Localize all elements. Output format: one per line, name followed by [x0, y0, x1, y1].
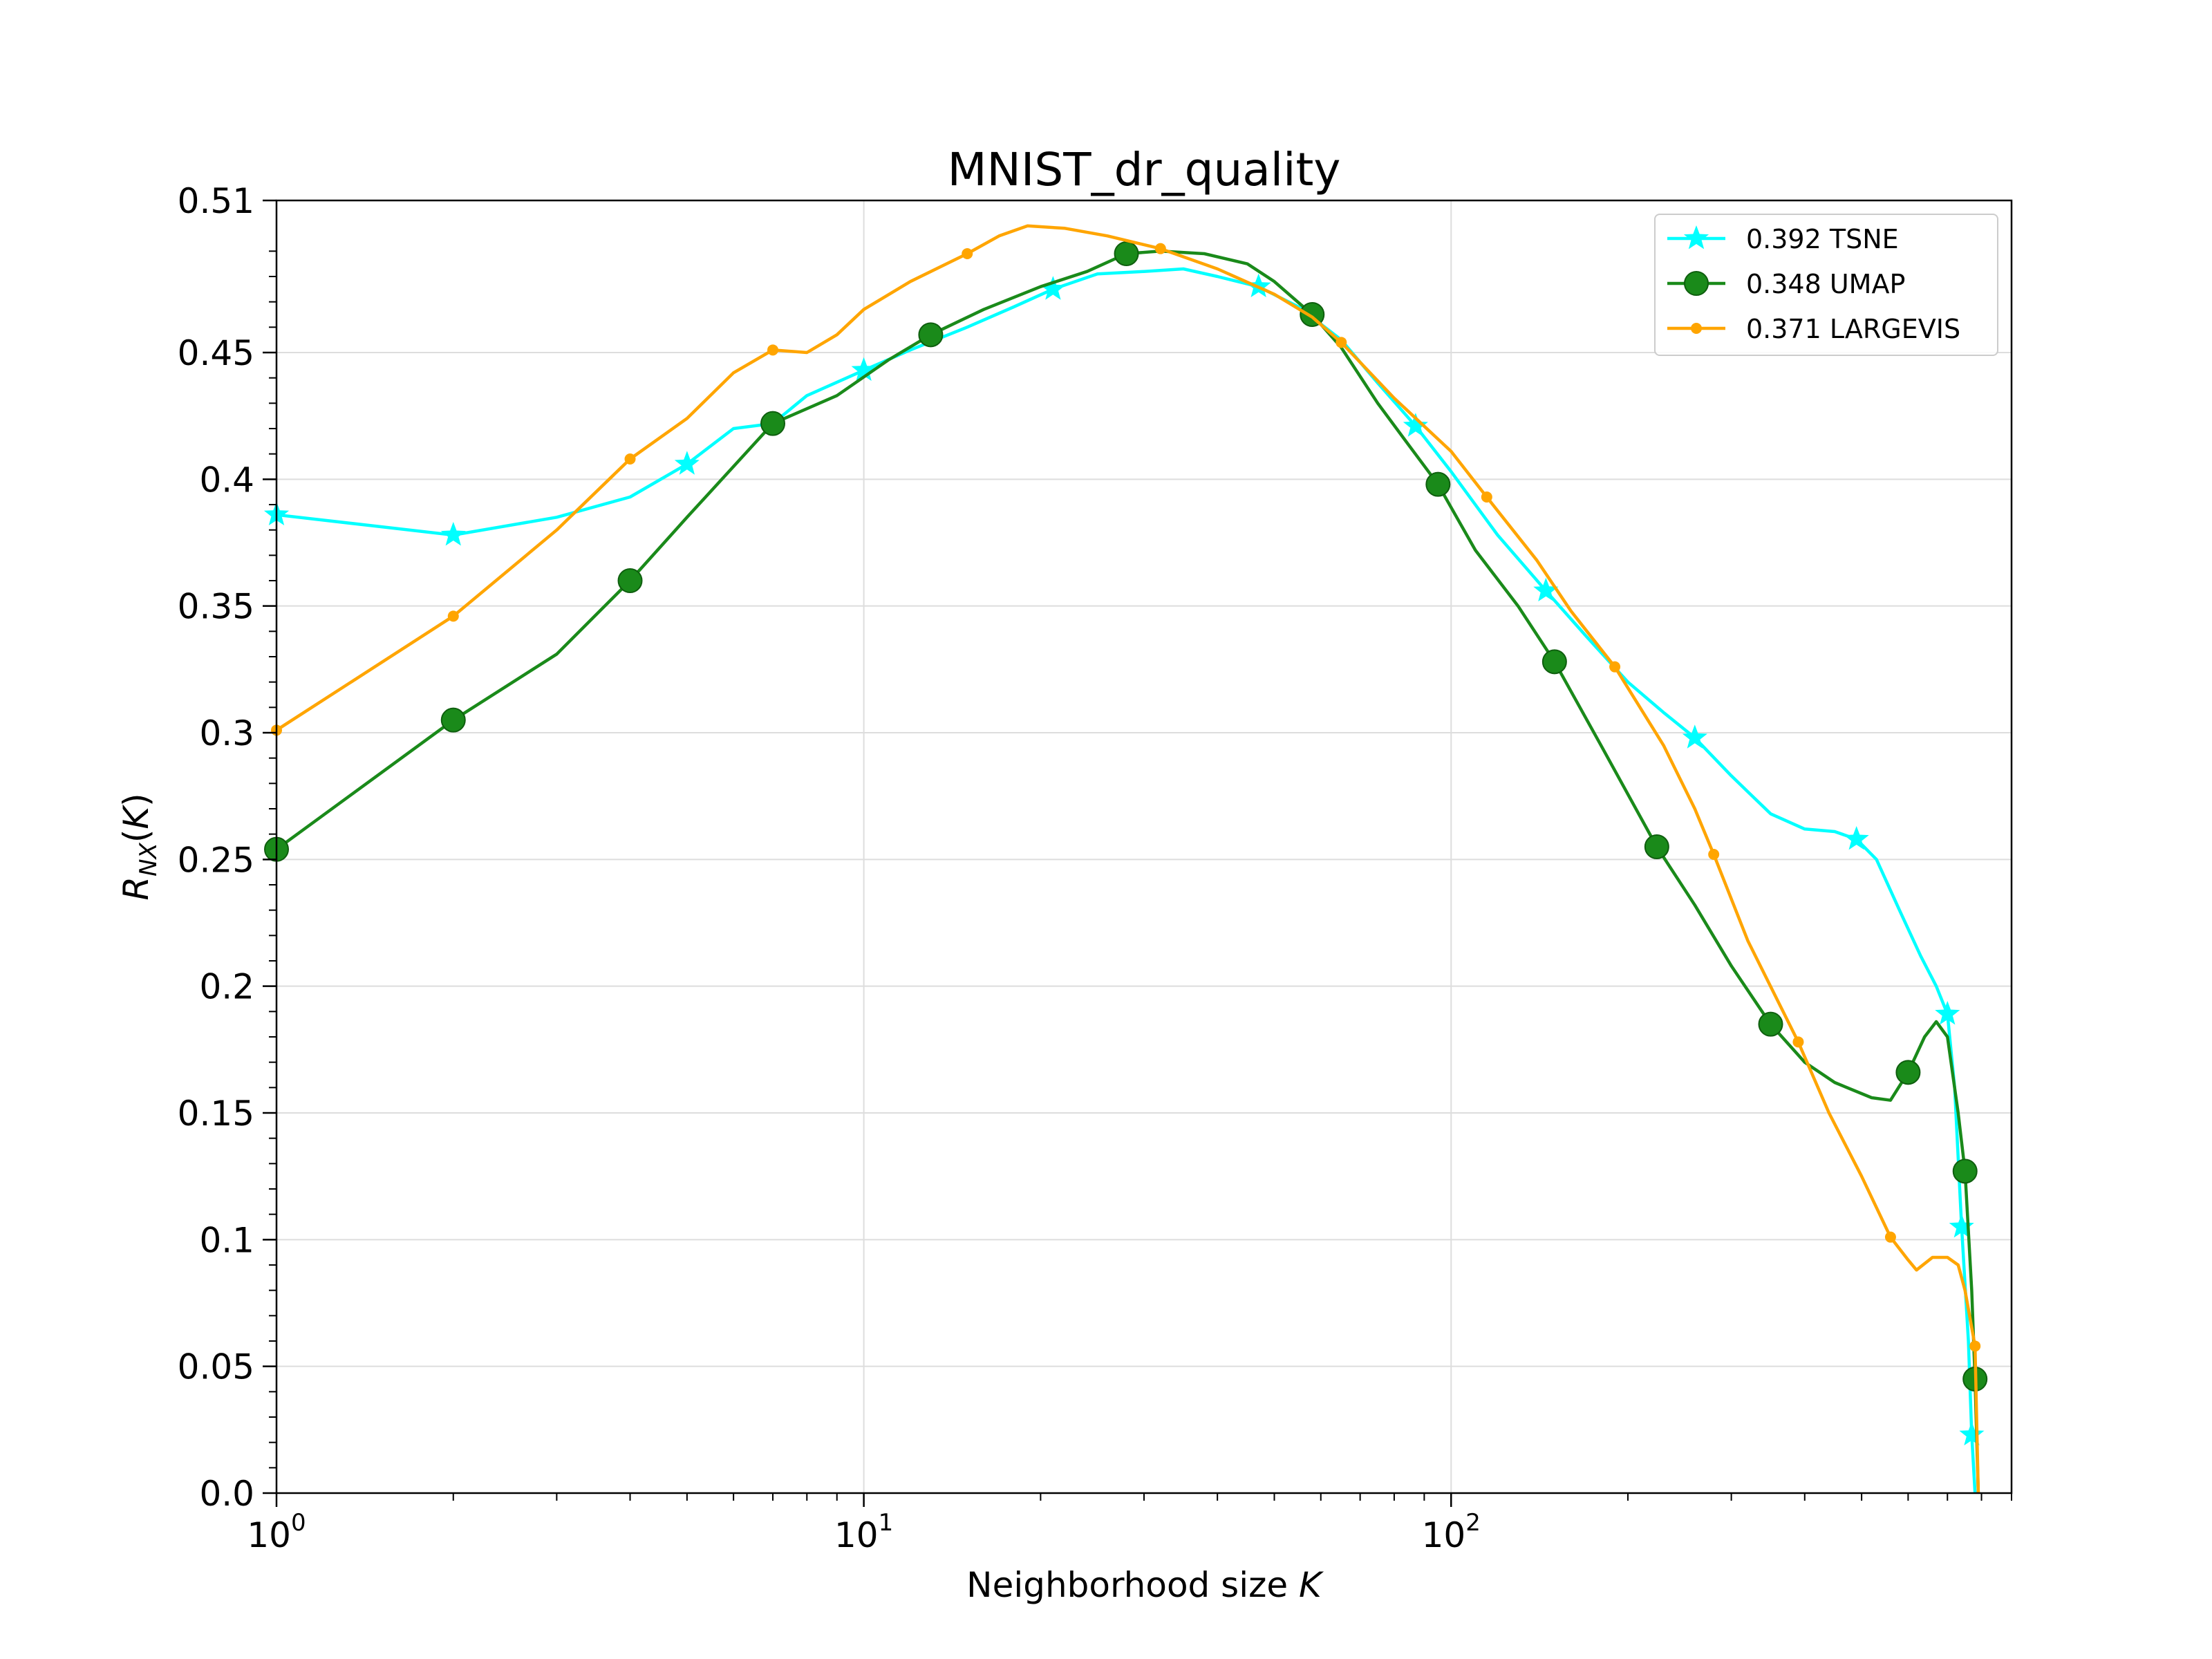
series-point	[1969, 1340, 1981, 1352]
series-2	[271, 224, 1981, 1494]
x-axis-label: Neighborhood size K	[966, 1565, 1324, 1605]
x-tick-label-exponent: 1	[879, 1509, 894, 1537]
y-axis-label: RNX(K)	[116, 793, 162, 900]
series-point	[440, 707, 466, 733]
series-point	[1959, 1421, 1985, 1445]
series-point	[1895, 1060, 1921, 1085]
x-tick-label: 101	[834, 1509, 893, 1555]
series-point	[1114, 241, 1139, 266]
legend-entry-2: 0.371 LARGEVIS	[1667, 314, 1960, 344]
y-tick-label: 0.3	[199, 713, 254, 753]
legend-marker	[1691, 323, 1702, 334]
series-point	[767, 344, 779, 356]
x-tick-label-base: 10	[247, 1515, 291, 1555]
legend-label: 0.392 TSNE	[1746, 224, 1899, 254]
series-point	[918, 322, 944, 348]
legend-label: 0.371 LARGEVIS	[1746, 314, 1960, 344]
series-point	[1335, 337, 1347, 348]
series-point	[1154, 243, 1166, 254]
series-point	[1246, 273, 1271, 297]
legend-label: 0.348 UMAP	[1746, 269, 1905, 299]
series-point	[624, 453, 636, 465]
series-point	[1935, 1001, 1960, 1025]
y-axis-label-paren: (	[116, 830, 156, 843]
series-point	[674, 451, 700, 475]
series-point	[1481, 491, 1492, 503]
legend-marker	[1683, 225, 1709, 250]
series-line	[276, 267, 1977, 1494]
y-axis-label-sub: NX	[135, 842, 162, 876]
series-point	[447, 610, 459, 622]
series-point	[1792, 1036, 1804, 1048]
series-1	[264, 241, 1988, 1494]
y-axis-label-paren-close: )	[116, 793, 156, 807]
y-tick-label: 0.2	[199, 967, 254, 1007]
y-tick-label: 0.51	[178, 181, 254, 221]
y-axis-label-k: K	[116, 804, 156, 830]
x-axis-label-variable: K	[1299, 1565, 1324, 1605]
y-tick-label: 0.35	[178, 587, 254, 627]
series-point	[1884, 1231, 1896, 1243]
x-tick-label-exponent: 0	[291, 1509, 306, 1537]
y-tick-label: 0.4	[199, 460, 254, 500]
series-point	[1682, 724, 1707, 749]
series-point	[1040, 276, 1066, 300]
y-tick-label: 0.45	[178, 333, 254, 373]
y-tick-label: 0.15	[178, 1094, 254, 1134]
chart-title: MNIST_dr_quality	[948, 143, 1341, 196]
legend-box	[1654, 214, 1998, 356]
x-tick-label-base: 10	[1422, 1515, 1466, 1555]
legend-entry-0: 0.392 TSNE	[1667, 224, 1899, 254]
series-point	[1609, 661, 1621, 673]
series-point	[1708, 849, 1720, 860]
series-point	[617, 568, 643, 593]
series-point	[1844, 826, 1869, 850]
series-point	[1952, 1159, 1978, 1184]
series-point	[1949, 1214, 1974, 1238]
series-point	[1533, 577, 1559, 601]
x-tick-label: 102	[1422, 1509, 1481, 1555]
series-point	[1541, 649, 1567, 675]
axis-layer: 0.0 0.05 0.1 0.15 0.2 0.25 0.3 0.35 0.4 0.45 0.51 1…	[178, 181, 2012, 1555]
series-point	[1425, 471, 1451, 497]
y-tick-label: 0.05	[178, 1347, 254, 1387]
x-tick-label: 100	[247, 1509, 306, 1555]
legend-marker	[1684, 271, 1709, 296]
x-tick-label-base: 10	[834, 1515, 879, 1555]
y-tick-label: 0.0	[199, 1474, 254, 1514]
series-point	[851, 357, 877, 381]
legend: 0.392 TSNE 0.348 UMAP 0.371 LARGEVIS	[1654, 214, 1998, 356]
series-point	[440, 522, 466, 546]
x-axis-label-text: Neighborhood size	[966, 1565, 1299, 1605]
series-point	[1758, 1011, 1783, 1037]
series-point	[1403, 413, 1428, 437]
series-point	[760, 411, 786, 436]
x-tick-label-exponent: 2	[1465, 1509, 1481, 1537]
series-layer	[263, 224, 1988, 1494]
legend-entry-1: 0.348 UMAP	[1667, 269, 1905, 299]
y-axis-label-r: R	[116, 877, 156, 901]
series-point	[962, 248, 973, 259]
y-tick-label: 0.1	[199, 1220, 254, 1260]
series-line	[275, 224, 1980, 1494]
series-point	[1644, 834, 1669, 859]
y-tick-label: 0.25	[178, 840, 254, 880]
